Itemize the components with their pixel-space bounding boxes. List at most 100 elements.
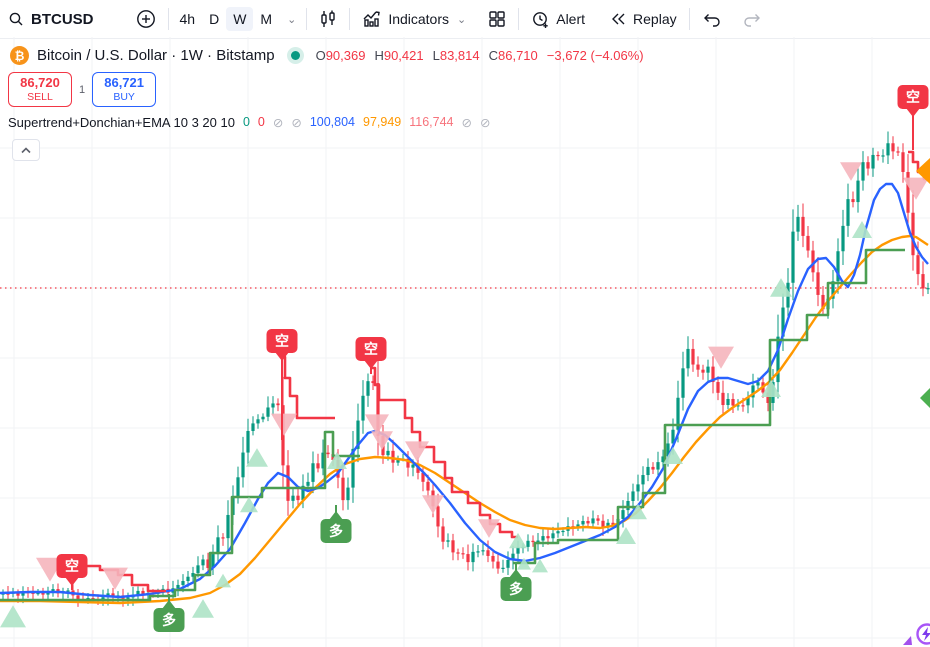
ohlc-item: O90,369 bbox=[315, 48, 366, 63]
ohlc-item: C86,710 bbox=[488, 48, 538, 63]
search-icon bbox=[8, 11, 24, 27]
ema-fast-blue-line bbox=[0, 182, 929, 599]
down-triangle-signal bbox=[422, 495, 444, 514]
timeframe-4h[interactable]: 4h bbox=[179, 11, 196, 27]
plus-circle-icon bbox=[136, 9, 156, 29]
timeframe-menu-button[interactable]: ⌄ bbox=[279, 0, 302, 38]
indicators-button[interactable]: Indicators ⌄ bbox=[354, 0, 474, 38]
up-triangle-signal bbox=[532, 558, 548, 573]
replay-button[interactable]: Replay bbox=[601, 0, 685, 38]
up-triangle-signal bbox=[852, 221, 872, 238]
indicator-value: 0 bbox=[257, 115, 265, 129]
svg-text:空: 空 bbox=[906, 89, 920, 106]
buy-tag-marker: 多 bbox=[500, 564, 532, 601]
layout-button[interactable] bbox=[480, 0, 514, 38]
timeframe-W[interactable]: W bbox=[226, 7, 254, 31]
timeframe-D[interactable]: D bbox=[209, 11, 220, 27]
indicator-value: 97,949 bbox=[363, 115, 402, 129]
buy-tag-marker: 多 bbox=[320, 505, 352, 543]
supertrend-red-line bbox=[72, 564, 166, 593]
svg-text:空: 空 bbox=[65, 558, 79, 575]
sell-label: SELL bbox=[27, 90, 53, 103]
down-triangle-signal bbox=[405, 441, 429, 462]
boost-tail bbox=[903, 636, 912, 645]
buy-price: 86,721 bbox=[104, 75, 144, 90]
indicator-name[interactable]: Supertrend+Donchian+EMA 10 3 20 10 bbox=[8, 115, 235, 130]
sell-button[interactable]: 86,720 SELL bbox=[8, 72, 72, 107]
up-triangle-signal bbox=[327, 452, 347, 469]
indicator-value: ⊘ bbox=[461, 116, 472, 130]
sell-tag-marker: 空 bbox=[897, 85, 929, 150]
indicator-legend-row: Supertrend+Donchian+EMA 10 3 20 10 0 0 ⊘ ⊘ 1… bbox=[8, 115, 490, 130]
indicators-icon bbox=[362, 10, 382, 28]
symbol-name: BTCUSD bbox=[31, 10, 94, 28]
svg-text:多: 多 bbox=[329, 523, 343, 540]
indicator-value: ⊘ bbox=[272, 116, 284, 130]
svg-text:空: 空 bbox=[364, 341, 378, 358]
symbol-title[interactable]: Bitcoin / U.S. Dollar · 1W · Bitstamp bbox=[37, 47, 275, 64]
redo-arrow-icon bbox=[743, 11, 762, 27]
up-triangle-signal bbox=[761, 380, 781, 397]
supertrend-green-line bbox=[513, 248, 905, 565]
indicator-value: ⊘ bbox=[480, 116, 491, 130]
trade-buttons-row: 86,720 SELL 1 86,721 BUY bbox=[8, 72, 157, 107]
svg-text:多: 多 bbox=[162, 612, 176, 629]
buy-button[interactable]: 86,721 BUY bbox=[92, 72, 157, 107]
indicator-value: ⊘ bbox=[291, 116, 302, 130]
sell-tag-marker: 空 bbox=[355, 337, 387, 374]
undo-button[interactable] bbox=[694, 0, 729, 38]
bitcoin-logo: ₿ bbox=[10, 46, 29, 65]
chart-style-button[interactable] bbox=[311, 0, 345, 38]
alert-button[interactable]: Alert bbox=[523, 0, 593, 38]
svg-text:多: 多 bbox=[509, 581, 523, 598]
replay-icon bbox=[609, 11, 627, 27]
indicator-value: 100,804 bbox=[309, 115, 356, 129]
up-triangle-signal bbox=[192, 599, 214, 618]
toolbar-separator bbox=[306, 8, 308, 30]
symbol-search-button[interactable]: BTCUSD bbox=[0, 0, 102, 38]
sell-tag-marker: 空 bbox=[266, 329, 298, 440]
down-triangle-signal bbox=[271, 413, 297, 436]
sell-tag-marker: 空 bbox=[56, 554, 88, 590]
timeframe-M[interactable]: M bbox=[260, 11, 273, 27]
orange-price-tag bbox=[916, 158, 930, 184]
candles-layer bbox=[1, 131, 930, 607]
overlay-lines bbox=[0, 150, 930, 605]
indicators-label: Indicators bbox=[388, 11, 450, 27]
green-price-tag bbox=[920, 388, 930, 408]
market-status-dot bbox=[290, 51, 300, 60]
up-triangle-signal bbox=[629, 503, 647, 520]
symbol-info-row: ₿ Bitcoin / U.S. Dollar · 1W · Bitstamp … bbox=[10, 46, 644, 65]
up-triangle-signal bbox=[663, 447, 683, 464]
up-triangle-signal bbox=[246, 448, 268, 467]
up-triangle-signal bbox=[616, 527, 636, 544]
chevron-down-icon: ⌄ bbox=[287, 13, 297, 26]
spread-value: 1 bbox=[79, 83, 86, 96]
alert-label: Alert bbox=[556, 11, 586, 27]
indicator-value: 116,744 bbox=[409, 115, 454, 129]
signal-triangles bbox=[0, 162, 929, 628]
down-triangle-signal bbox=[371, 431, 393, 450]
timeframe-group: 4h D W M bbox=[173, 7, 280, 31]
up-triangle-signal bbox=[215, 573, 231, 588]
indicator-value: 0 bbox=[242, 115, 250, 129]
redo-button[interactable] bbox=[735, 0, 770, 38]
top-toolbar: BTCUSD 4h D W M ⌄ Indicators ⌄ Alert bbox=[0, 0, 930, 39]
change-value: −3,672 (−4.06%) bbox=[546, 48, 644, 63]
svg-text:空: 空 bbox=[275, 333, 289, 350]
sell-price: 86,720 bbox=[20, 75, 60, 90]
down-triangle-signal bbox=[708, 346, 734, 369]
boost-button[interactable] bbox=[903, 623, 930, 646]
ohlc-readout: O90,369 H90,421 L83,814 C86,710 −3,672 (−4.0… bbox=[316, 48, 644, 63]
compare-add-button[interactable] bbox=[128, 0, 164, 38]
undo-arrow-icon bbox=[702, 11, 721, 27]
legend-collapse-button[interactable] bbox=[12, 139, 40, 161]
up-triangle-signal bbox=[509, 532, 527, 549]
chevron-down-icon: ⌄ bbox=[457, 13, 467, 26]
down-triangle-signal bbox=[102, 567, 128, 590]
toolbar-separator bbox=[688, 8, 690, 30]
supertrend-red-line bbox=[282, 355, 335, 420]
up-triangle-signal bbox=[517, 557, 531, 570]
